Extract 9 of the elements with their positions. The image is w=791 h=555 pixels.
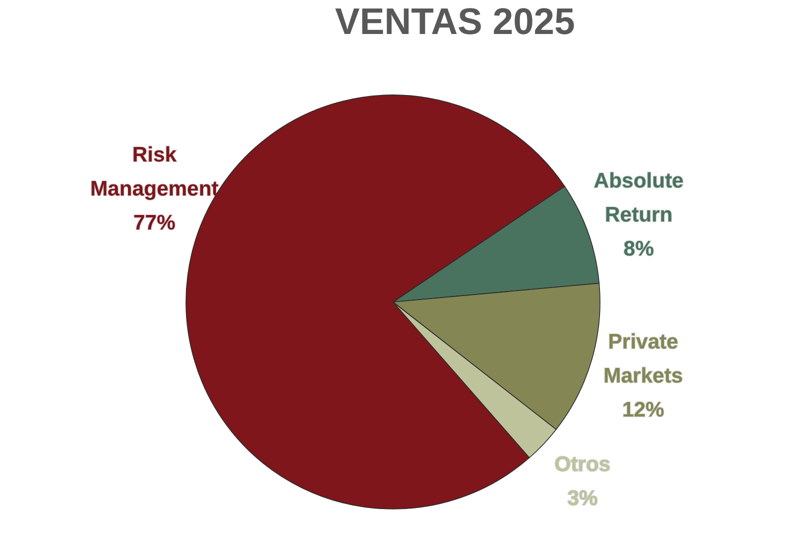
data-label: 12% [622, 398, 665, 422]
slice-label: Risk Management [90, 143, 219, 200]
data-label: 8% [624, 238, 654, 261]
slice-label: Absolute Return [594, 170, 684, 227]
chart-title: VENTAS 2025 [335, 1, 575, 42]
data-label: 3% [567, 487, 598, 510]
data-label: 77% [133, 211, 176, 234]
slice-label: Otros [554, 453, 611, 476]
slice-label: Private Markets [604, 330, 683, 388]
